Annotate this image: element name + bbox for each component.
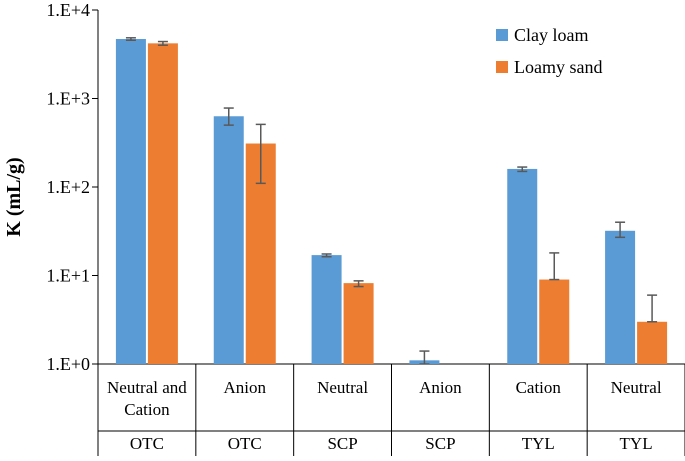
y-tick-label: 1.E+1: [46, 266, 90, 286]
legend-label: Clay loam: [514, 25, 589, 45]
y-tick-label: 1.E+4: [46, 0, 90, 20]
bar-clay-loam: [311, 255, 342, 364]
legend-label: Loamy sand: [514, 57, 602, 77]
x-category-label: Neutral and: [107, 378, 187, 397]
bar-loamy-sand: [539, 279, 570, 364]
x-compound-label: SCP: [425, 434, 455, 453]
bar-loamy-sand: [343, 283, 374, 364]
x-compound-label: OTC: [130, 434, 164, 453]
x-category-label: Cation: [516, 378, 562, 397]
y-tick-label: 1.E+0: [46, 354, 90, 374]
x-category-label: Anion: [224, 378, 267, 397]
x-category-label: Cation: [124, 400, 170, 419]
x-category-label: Neutral: [317, 378, 368, 397]
legend-swatch: [496, 61, 508, 73]
x-compound-label: SCP: [327, 434, 357, 453]
x-compound-label: TYL: [620, 434, 653, 453]
y-tick-label: 1.E+3: [46, 89, 90, 109]
bar-clay-loam: [605, 230, 636, 364]
legend-swatch: [496, 29, 508, 41]
x-compound-label: OTC: [228, 434, 262, 453]
bar-clay-loam: [115, 39, 146, 364]
x-category-label: Anion: [419, 378, 462, 397]
y-tick-label: 1.E+2: [46, 177, 90, 197]
bar-loamy-sand: [147, 43, 178, 364]
y-axis-title: K (mL/g): [3, 157, 25, 236]
x-compound-label: TYL: [522, 434, 555, 453]
bar-loamy-sand: [637, 321, 668, 364]
x-category-label: Neutral: [611, 378, 662, 397]
bar-clay-loam: [507, 168, 538, 364]
bar-clay-loam: [213, 116, 244, 364]
